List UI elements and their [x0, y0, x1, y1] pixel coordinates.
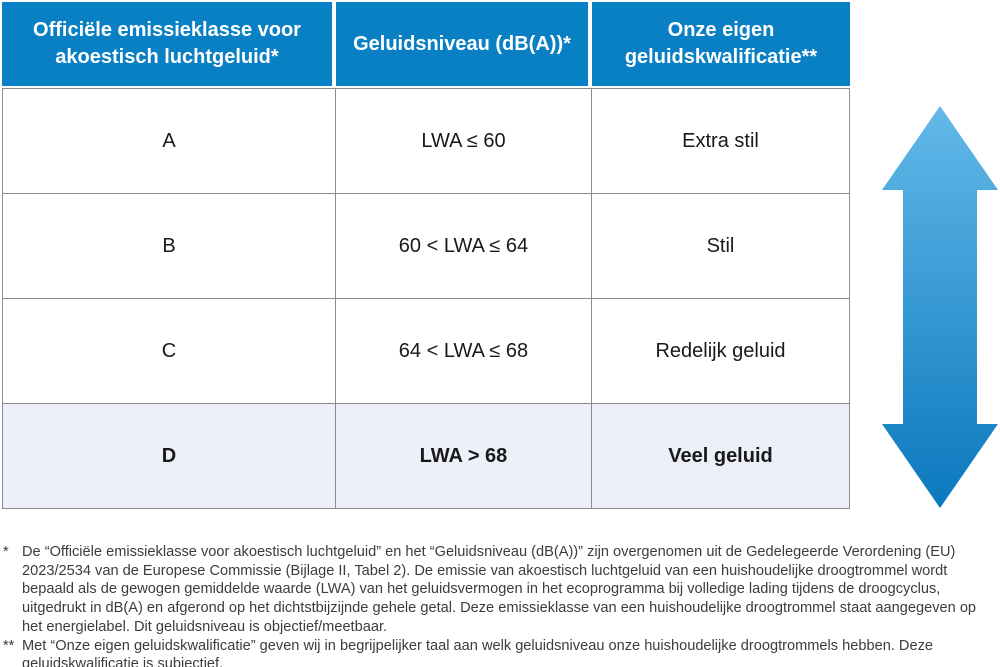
- footnote-text: De “Officiële emissieklasse voor akoesti…: [22, 544, 977, 635]
- footnote-marker: **: [3, 637, 15, 654]
- table-row-class-b: B 60 < LWA ≤ 64 Stil: [2, 194, 850, 299]
- noise-level-value: LWA > 68: [336, 404, 592, 508]
- quieter-louder-arrow-icon: [881, 106, 999, 508]
- table-row-class-c: C 64 < LWA ≤ 68 Redelijk geluid: [2, 299, 850, 404]
- qualification-value: Extra stil: [592, 89, 850, 193]
- qualification-value: Veel geluid: [592, 404, 850, 508]
- table-row-class-d: D LWA > 68 Veel geluid: [2, 404, 850, 509]
- footnote-own-qualification: ** Met “Onze eigen geluidskwalificatie” …: [3, 637, 997, 667]
- footnote-text: Met “Onze eigen geluidskwalificatie” gev…: [22, 637, 933, 667]
- footnote-marker: *: [3, 544, 9, 560]
- noise-emission-table: Officiële emissieklasse voor akoestisch …: [2, 2, 850, 509]
- double-headed-arrow-svg: [882, 106, 998, 508]
- table-header-row: Officiële emissieklasse voor akoestisch …: [2, 2, 850, 86]
- qualification-value: Redelijk geluid: [592, 299, 850, 403]
- noise-level-value: 64 < LWA ≤ 68: [336, 299, 592, 403]
- header-own-qualification: Onze eigen geluidskwalificatie**: [592, 2, 850, 86]
- emission-class-value: C: [3, 299, 336, 403]
- table-body: A LWA ≤ 60 Extra stil B 60 < LWA ≤ 64 St…: [2, 88, 850, 509]
- noise-level-value: 60 < LWA ≤ 64: [336, 194, 592, 298]
- qualification-value: Stil: [592, 194, 850, 298]
- emission-class-value: D: [3, 404, 336, 508]
- table-row-class-a: A LWA ≤ 60 Extra stil: [2, 89, 850, 194]
- header-noise-level: Geluidsniveau (dB(A))*: [336, 2, 588, 86]
- noise-level-value: LWA ≤ 60: [336, 89, 592, 193]
- header-emission-class: Officiële emissieklasse voor akoestisch …: [2, 2, 332, 86]
- footnotes: * De “Officiële emissieklasse voor akoes…: [3, 543, 997, 667]
- footnote-official-emission-class: * De “Officiële emissieklasse voor akoes…: [3, 543, 997, 637]
- emission-class-value: B: [3, 194, 336, 298]
- emission-class-value: A: [3, 89, 336, 193]
